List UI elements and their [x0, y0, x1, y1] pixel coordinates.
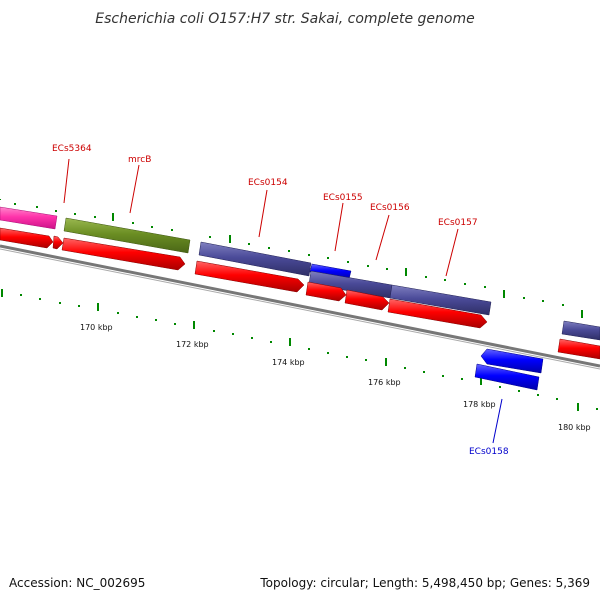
gene-label-ecs0154[interactable]: ECs0154 [248, 178, 288, 188]
reverse-strand-lane [474, 348, 544, 391]
cds-arrow[interactable] [387, 298, 488, 329]
cds-arrow[interactable] [52, 235, 64, 250]
gene-slate-edge-bar[interactable] [561, 320, 600, 341]
gene-ecs5364-bar[interactable] [0, 206, 58, 230]
cds-arrow[interactable] [194, 260, 305, 293]
tick-label-176: 176 kbp [368, 378, 401, 387]
accession-text: Accession: NC_002695 [9, 576, 145, 590]
cds-arrow[interactable] [305, 281, 347, 302]
gene-ecs0158-bar[interactable] [474, 363, 540, 391]
map-title: Escherichia coli O157:H7 str. Sakai, com… [95, 11, 474, 27]
gene-ecs0158-arrow[interactable] [480, 348, 544, 374]
label-leaders [63, 158, 503, 444]
cds-arrow[interactable] [0, 227, 54, 249]
tick-labels: 170 kbp 172 kbp 174 kbp 176 kbp 178 kbp … [80, 323, 591, 432]
tick-label-174: 174 kbp [272, 358, 305, 367]
cds-arrow-lane [0, 227, 600, 360]
inner-tick-ring [1, 289, 598, 411]
cds-arrow[interactable] [557, 338, 600, 360]
tick-label-172: 172 kbp [176, 340, 209, 349]
cds-arrow[interactable] [61, 237, 186, 271]
gene-label-ecs0155[interactable]: ECs0155 [323, 193, 363, 203]
gene-feature-lane [0, 206, 600, 341]
gene-mrcb-bar[interactable] [63, 217, 191, 254]
tick-label-170: 170 kbp [80, 323, 113, 332]
gene-ecs0154-bar[interactable] [198, 241, 312, 277]
gene-ecs0157-bar[interactable] [389, 284, 492, 316]
gene-label-ecs0158[interactable]: ECs0158 [469, 447, 509, 457]
gene-label-ecs0157[interactable]: ECs0157 [438, 218, 478, 228]
outer-tick-ring [0, 199, 583, 318]
cds-arrow[interactable] [344, 289, 390, 311]
tick-label-180: 180 kbp [558, 423, 591, 432]
genome-backbone [0, 244, 600, 370]
gene-label-ecs0156[interactable]: ECs0156 [370, 203, 410, 213]
genome-summary-text: Topology: circular; Length: 5,498,450 bp… [259, 576, 590, 590]
tick-label-178: 178 kbp [463, 400, 496, 409]
gene-label-ecs5364[interactable]: ECs5364 [52, 144, 92, 154]
gene-labels: ECs5364 mrcB ECs0154 ECs0155 ECs0156 ECs… [52, 144, 509, 457]
gene-label-mrcb[interactable]: mrcB [128, 155, 151, 165]
